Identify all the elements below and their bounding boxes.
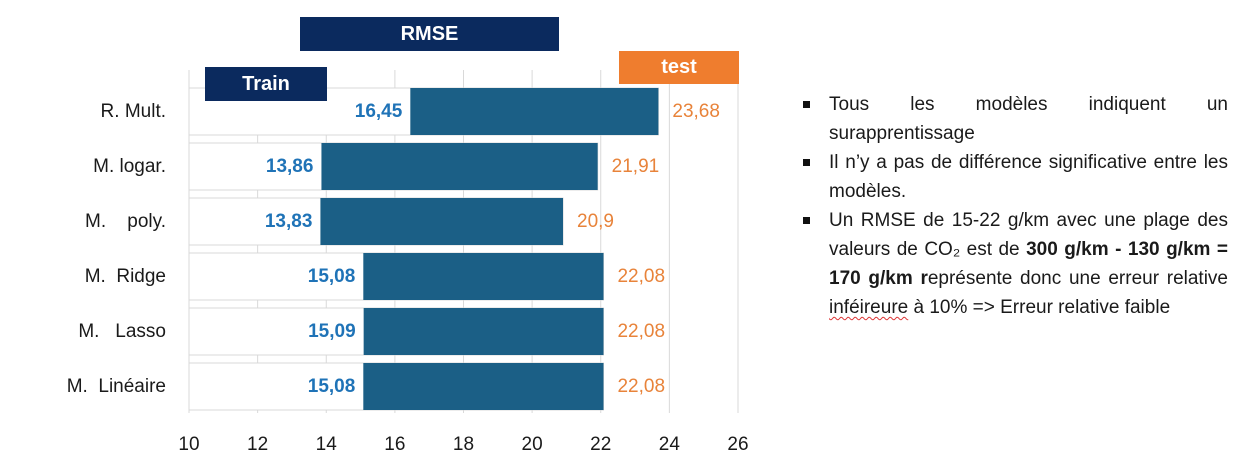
- note-item: Un RMSE de 15-22 g/km avec une plage des…: [800, 206, 1228, 322]
- note-text: Il n’y a pas de différence significative…: [829, 152, 1228, 202]
- x-tick-label: 20: [522, 434, 543, 455]
- category-label: R. Mult.: [101, 101, 166, 122]
- note-bold-text: 300 g/km - 130 g/km = 170 g/km r: [829, 239, 1228, 289]
- category-label: M. Ridge: [85, 266, 166, 287]
- train-value-label: 15,09: [308, 321, 356, 342]
- data-labels: 16,45 23,68 13,86 21,91 13,83 20,9 15,08 22,08 1…: [265, 101, 720, 397]
- note-text: eprésente donc une erreur relative: [927, 268, 1228, 289]
- x-tick-label: 24: [659, 434, 681, 455]
- train-value-label: 15,08: [308, 376, 356, 397]
- x-tick-label: 16: [384, 434, 405, 455]
- test-value-label: 20,9: [577, 211, 614, 232]
- category-labels: R. Mult. M. logar. M. poly. M. Ridge M. Lass…: [67, 101, 166, 397]
- test-value-label: 22,08: [617, 266, 665, 287]
- note-item: Il n’y a pas de différence significative…: [800, 148, 1228, 206]
- test-value-label: 21,91: [612, 156, 660, 177]
- x-tick-label: 18: [453, 434, 474, 455]
- category-label: M. poly.: [85, 211, 166, 232]
- train-value-label: 13,83: [265, 211, 313, 232]
- category-label: M. logar.: [93, 156, 166, 177]
- train-value-label: 16,45: [355, 101, 403, 122]
- x-tick-label: 26: [727, 434, 748, 455]
- x-tick-label: 22: [590, 434, 611, 455]
- category-label: M. Linéaire: [67, 376, 166, 397]
- range-bar: [320, 198, 564, 245]
- test-value-label: 22,08: [617, 376, 665, 397]
- category-rows: [188, 87, 659, 411]
- train-value-label: 13,86: [266, 156, 314, 177]
- range-bar: [321, 143, 598, 190]
- range-bar: [363, 253, 604, 300]
- range-bar: [363, 363, 604, 410]
- note-text: à 10% => Erreur relative faible: [908, 297, 1171, 318]
- test-value-label: 22,08: [617, 321, 665, 342]
- note-text: Tous les modèles indiquent un surapprent…: [829, 94, 1228, 144]
- range-bar: [363, 308, 604, 355]
- chart-title: RMSE: [300, 17, 559, 51]
- note-text: Un RMSE de 15-22 g/km avec une plage des…: [829, 210, 1228, 260]
- legend-test: test: [619, 51, 739, 84]
- rmse-chart: 16,45 23,68 13,86 21,91 13,83 20,9 15,08 22,08 1…: [67, 70, 749, 455]
- train-value-label: 15,08: [308, 266, 356, 287]
- misspelled-word: inféireure: [829, 297, 909, 318]
- notes-list: Tous les modèles indiquent un surapprent…: [800, 90, 1228, 322]
- x-tick-label: 12: [247, 434, 268, 455]
- category-label: M. Lasso: [78, 321, 166, 342]
- x-axis-ticks: 10 12 14 16 18 20 22 24 26: [178, 434, 748, 455]
- range-bars: [320, 88, 659, 410]
- range-bar: [410, 88, 659, 135]
- legend-train: Train: [205, 67, 327, 101]
- x-tick-label: 10: [178, 434, 199, 455]
- test-value-label: 23,68: [672, 101, 720, 122]
- x-tick-label: 14: [316, 434, 338, 455]
- note-item: Tous les modèles indiquent un surapprent…: [800, 90, 1228, 148]
